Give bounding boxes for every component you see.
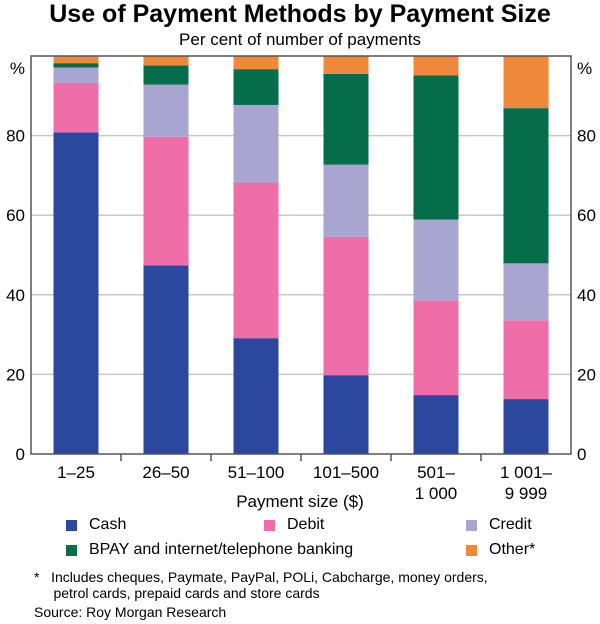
bar-segment-credit [323, 164, 369, 237]
legend-item: BPAY and internet/telephone banking [66, 541, 353, 559]
y-axis-label-right: % [577, 59, 592, 78]
legend-swatch [264, 519, 275, 531]
bar-segment-credit [143, 84, 189, 137]
bar-segment-bpay-and-internet-telephone-banking [323, 73, 369, 165]
y-tick-label-left: 20 [6, 365, 25, 384]
y-tick-label-left: 0 [16, 445, 25, 464]
bar-segment-bpay-and-internet-telephone-banking [503, 108, 549, 264]
legend-label: Cash [89, 516, 127, 533]
y-tick-label-right: 20 [577, 365, 596, 384]
y-tick-label-right: 80 [577, 127, 596, 146]
legend-label: Other* [489, 541, 536, 558]
x-axis-label: Payment size ($) [236, 492, 364, 511]
x-tick-label: 101–500 [313, 463, 379, 482]
legend-item: Credit [466, 516, 532, 534]
y-tick-label-left: 40 [6, 286, 25, 305]
bar-segment-other- [53, 56, 99, 64]
bar-segment-credit [53, 67, 99, 83]
y-tick-label-right: 60 [577, 206, 596, 225]
legend-item: Debit [264, 516, 324, 534]
bar-segment-bpay-and-internet-telephone-banking [413, 75, 459, 220]
bar-segment-other- [233, 56, 279, 70]
y-tick-label-right: 40 [577, 286, 596, 305]
bar-segment-other- [503, 56, 549, 109]
bar-segment-bpay-and-internet-telephone-banking [143, 65, 189, 85]
legend-item: Cash [66, 516, 126, 534]
bar-segment-debit [53, 82, 99, 133]
legend-item: Other* [466, 541, 535, 559]
x-tick-label: 26–50 [142, 463, 189, 482]
legend-swatch [466, 544, 477, 556]
bar-segment-other- [323, 56, 369, 74]
y-tick-label-right: 0 [577, 445, 586, 464]
bar-segment-credit [413, 219, 459, 301]
bar-segment-debit [323, 236, 369, 376]
bar-segment-credit [233, 104, 279, 183]
chart-title: Use of Payment Methods by Payment Size [49, 0, 551, 28]
bar-segment-credit [503, 263, 549, 321]
bar-segment-debit [503, 320, 549, 400]
bar-segment-cash [323, 375, 369, 454]
plot-border [30, 55, 572, 455]
bar-segment-debit [143, 136, 189, 266]
legend-label: Debit [287, 516, 325, 533]
bar-segment-cash [233, 338, 279, 454]
legend-label: BPAY and internet/telephone banking [89, 541, 354, 558]
bar-segment-other- [413, 56, 459, 76]
x-tick-label: 1 001– [500, 463, 553, 482]
bar-segment-bpay-and-internet-telephone-banking [233, 69, 279, 105]
y-tick-label-left: 80 [6, 127, 25, 146]
y-axis-label-left: % [10, 59, 25, 78]
bar-segment-debit [413, 300, 459, 396]
x-tick-label: 9 999 [505, 484, 548, 503]
legend-swatch [466, 519, 477, 531]
x-tick-label: 1 000 [415, 484, 458, 503]
footnote: * Includes cheques, Paymate, PayPal, POL… [34, 569, 488, 601]
x-tick-label: 501– [417, 463, 455, 482]
chart-subtitle: Per cent of number of payments [179, 30, 421, 49]
bar-segment-bpay-and-internet-telephone-banking [53, 63, 99, 68]
legend-swatch [66, 544, 77, 556]
x-tick-label: 1–25 [57, 463, 95, 482]
legend-swatch [66, 519, 77, 531]
bar-segment-cash [143, 265, 189, 454]
bar-segment-other- [143, 56, 189, 66]
legend-label: Credit [489, 516, 532, 533]
x-tick-label: 51–100 [228, 463, 285, 482]
bar-segment-debit [233, 182, 279, 339]
bar-segment-cash [413, 395, 459, 454]
bar-segment-cash [503, 399, 549, 454]
y-tick-label-left: 60 [6, 206, 25, 225]
source: Source: Roy Morgan Research [34, 604, 227, 620]
bar-segment-cash [53, 132, 99, 454]
